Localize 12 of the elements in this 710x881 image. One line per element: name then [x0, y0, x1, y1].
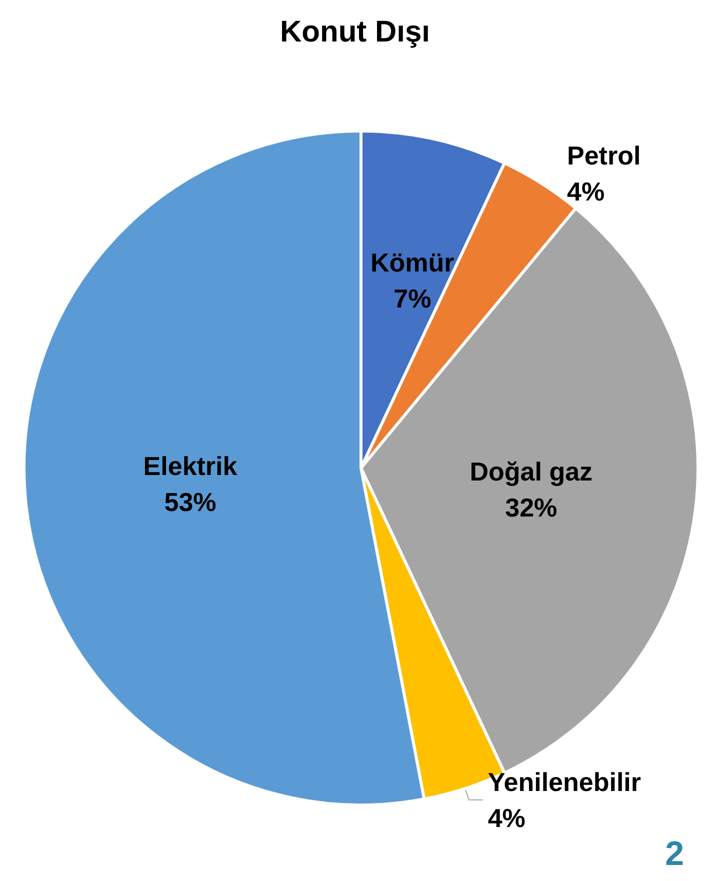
slice-label: Elektrik [143, 451, 238, 482]
slice-label: Yenilenebilir [488, 766, 642, 797]
data-label: 4% [567, 176, 605, 206]
slice-label: Doğal gaz [470, 456, 593, 486]
data-label: 32% [505, 492, 558, 522]
data-label: 7% [394, 284, 432, 314]
text: 2 [665, 835, 684, 873]
slice-label: Kömür [370, 248, 454, 278]
data-label: 53% [164, 487, 216, 518]
slice-label: Petrol [567, 140, 641, 170]
data-label: 4% [488, 802, 526, 833]
chart-title: Konut Dışı [280, 16, 430, 48]
